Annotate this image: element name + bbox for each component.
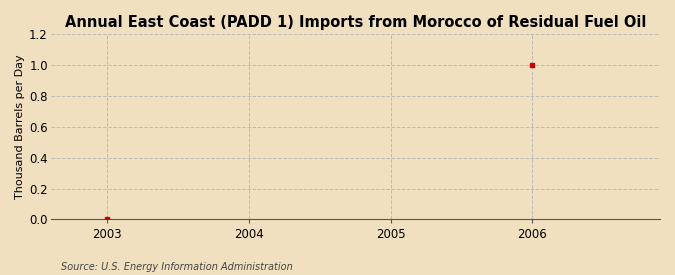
Y-axis label: Thousand Barrels per Day: Thousand Barrels per Day — [15, 54, 25, 199]
Title: Annual East Coast (PADD 1) Imports from Morocco of Residual Fuel Oil: Annual East Coast (PADD 1) Imports from … — [65, 15, 646, 30]
Text: Source: U.S. Energy Information Administration: Source: U.S. Energy Information Administ… — [61, 262, 292, 272]
